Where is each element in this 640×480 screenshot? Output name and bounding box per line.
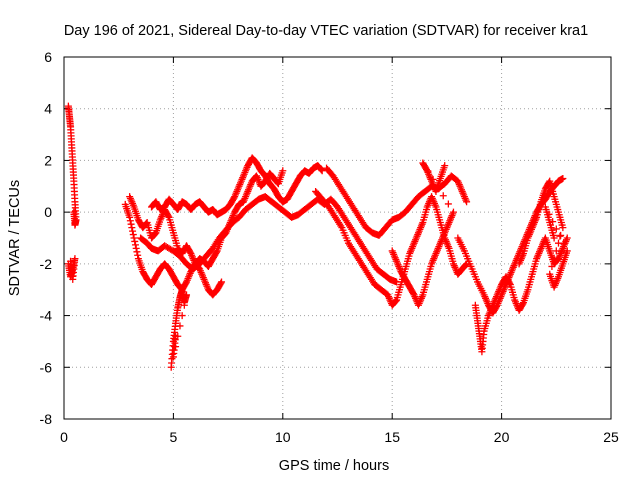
data-point-marker: [444, 200, 452, 208]
data-point-marker: [563, 247, 571, 255]
data-point-marker: [70, 208, 78, 216]
data-point-marker: [506, 279, 514, 287]
data-point-marker: [422, 165, 430, 173]
data-point-marker: [134, 251, 142, 259]
plot-frame: [63, 56, 612, 420]
data-point-marker: [230, 194, 238, 202]
x-tick-label: 15: [384, 429, 400, 445]
y-axis-label: SDTVAR / TECUs: [7, 180, 23, 296]
data-point-marker: [439, 192, 447, 200]
y-tick-label: -2: [40, 256, 53, 272]
data-point-marker: [559, 224, 567, 232]
data-point-marker: [130, 234, 138, 242]
data-point-marker: [556, 232, 564, 240]
data-point-marker: [552, 247, 560, 255]
data-point-marker: [218, 278, 226, 286]
series-arc-i: [312, 187, 471, 309]
chart-title: Day 196 of 2021, Sidereal Day-to-day VTE…: [64, 23, 588, 39]
series-arc-l: [471, 234, 571, 356]
data-point-marker: [409, 290, 417, 298]
series-arc-b: [64, 102, 80, 229]
data-point-marker: [172, 332, 180, 340]
data-point-marker: [212, 248, 220, 256]
data-point-marker: [176, 322, 184, 330]
x-tick-label: 20: [494, 429, 510, 445]
data-point-marker: [449, 208, 457, 216]
data-point-marker: [127, 220, 135, 228]
data-point-marker: [183, 291, 191, 299]
x-tick-label: 5: [170, 429, 178, 445]
data-point-marker: [552, 225, 560, 233]
data-point-marker: [545, 178, 553, 186]
y-tick-labels: -8 -6 -4 -2 0 2 4 6: [40, 49, 53, 427]
data-point-marker: [178, 312, 186, 320]
y-tick-label: 2: [44, 152, 52, 168]
x-tick-label: 0: [60, 429, 68, 445]
series-arc-j: [388, 159, 457, 309]
x-tick-label: 25: [603, 429, 619, 445]
data-point-marker: [550, 255, 558, 263]
y-tick-label: 4: [44, 101, 52, 117]
data-point-marker: [463, 198, 471, 206]
data-point-marker: [133, 248, 141, 256]
data-point-marker: [182, 279, 190, 287]
data-point-marker: [186, 248, 194, 256]
data-point-marker: [128, 224, 136, 232]
series-arc-m: [515, 177, 571, 291]
data-point-marker: [563, 234, 571, 242]
data-point-marker: [67, 257, 75, 265]
series-arc-c: [121, 200, 226, 299]
data-point-marker: [217, 279, 225, 287]
data-point-marker: [129, 227, 137, 235]
data-point-marker: [126, 213, 134, 221]
y-tick-label: -4: [40, 308, 53, 324]
series-arc-e: [148, 154, 326, 219]
data-point-marker: [548, 262, 556, 270]
data-point-marker: [180, 301, 188, 309]
x-tick-labels: 0 5 10 15 20 25: [60, 429, 619, 445]
series-arc-g: [167, 286, 191, 371]
data-point-marker: [129, 231, 137, 239]
y-tick-label: -8: [40, 411, 53, 427]
data-point-marker: [560, 240, 568, 248]
data-point-marker: [559, 175, 567, 183]
data-point-marker: [317, 166, 325, 174]
data-point-marker: [132, 244, 140, 252]
x-tick-label: 10: [275, 429, 291, 445]
data-point-marker: [151, 230, 159, 238]
data-point-marker: [131, 241, 139, 249]
data-point-marker: [126, 217, 134, 225]
data-points: [64, 102, 571, 371]
data-point-marker: [164, 212, 172, 220]
data-point-marker: [392, 297, 400, 305]
data-point-marker: [318, 167, 326, 175]
data-point-marker: [279, 167, 287, 175]
data-point-marker: [441, 162, 449, 170]
series-arc-f: [137, 193, 401, 286]
y-tick-label: 0: [44, 204, 52, 220]
data-point-marker: [557, 231, 565, 239]
data-point-marker: [550, 234, 558, 242]
y-tick-label: 6: [44, 49, 52, 65]
x-axis-label: GPS time / hours: [279, 458, 389, 474]
data-point-marker: [519, 300, 527, 308]
data-point-marker: [131, 237, 139, 245]
y-tick-label: -6: [40, 359, 53, 375]
series-arc-a: [64, 255, 79, 283]
